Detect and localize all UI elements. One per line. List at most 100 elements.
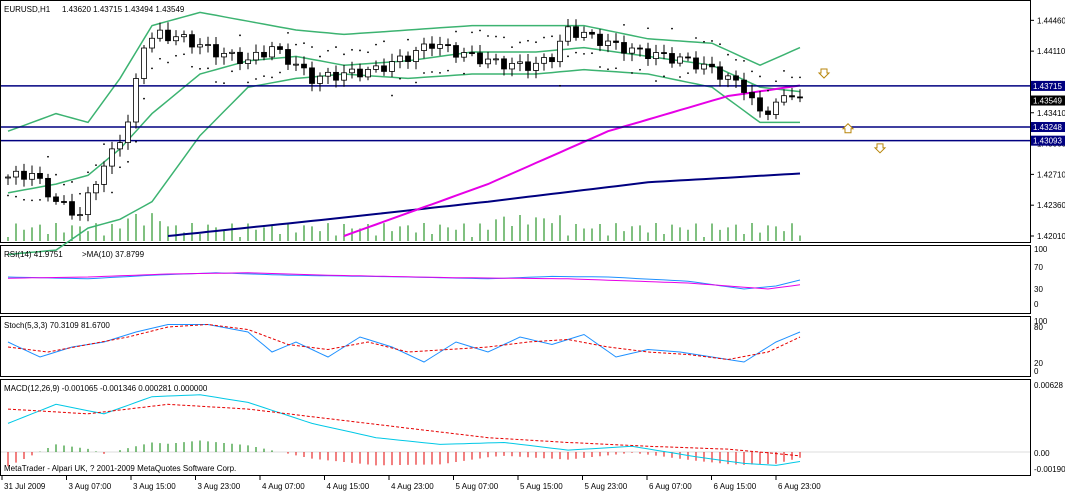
candle-body <box>141 47 147 79</box>
candle-body <box>157 29 163 39</box>
candle-body <box>477 52 483 65</box>
psar-dot <box>31 199 33 202</box>
psar-dot <box>111 191 113 194</box>
psar-dot <box>631 72 633 74</box>
candle-body <box>381 65 387 72</box>
psar-dot <box>599 66 601 68</box>
time-label: 6 Aug 15:00 <box>714 482 757 491</box>
candle-body <box>549 57 555 63</box>
psar-dot <box>343 53 345 56</box>
price-tag-label: 1.43715 <box>1033 82 1062 91</box>
time-label: 6 Aug 07:00 <box>649 482 692 491</box>
candle-body <box>37 173 43 179</box>
psar-dot <box>647 27 649 30</box>
fractal-arrow-down-icon <box>873 143 887 154</box>
macd-pane[interactable] <box>0 379 1031 476</box>
psar-dot <box>695 37 697 39</box>
psar-dot <box>751 70 753 73</box>
macd-signal-line <box>7 403 801 457</box>
psar-dot <box>23 198 25 201</box>
price-tag-label: 1.43093 <box>1033 137 1062 146</box>
parabolic-sar <box>7 23 801 202</box>
psar-dot <box>583 53 585 55</box>
candle-body <box>557 40 563 63</box>
candle-body <box>677 56 683 64</box>
psar-dot <box>623 23 625 26</box>
psar-dot <box>639 68 641 71</box>
psar-dot <box>255 78 257 80</box>
psar-dot <box>359 49 361 52</box>
candle-body <box>253 51 259 61</box>
candle-body <box>397 55 403 63</box>
psar-dot <box>151 67 153 70</box>
candle-body <box>213 44 219 58</box>
time-label: 3 Aug 07:00 <box>69 482 112 491</box>
time-label: 5 Aug 23:00 <box>585 482 628 491</box>
main-price-pane[interactable] <box>0 0 1031 243</box>
psar-dot <box>543 36 545 39</box>
stoch-scale-label: 80 <box>1034 323 1043 332</box>
psar-dot <box>775 80 777 83</box>
candle-body <box>349 68 355 74</box>
rsi-scale-label: 100 <box>1034 245 1048 254</box>
price-tag-label: 1.43248 <box>1033 123 1062 132</box>
price-tick-label: 1.44460 <box>1037 16 1065 25</box>
candle-body <box>749 92 755 99</box>
psar-dot <box>559 84 561 87</box>
macd-scale-label: 0.00628 <box>1034 381 1063 390</box>
candle-body <box>613 40 619 43</box>
candle-body <box>629 47 635 54</box>
price-tick-label: 1.42010 <box>1037 232 1065 241</box>
psar-dot <box>431 71 433 73</box>
psar-dot <box>279 71 281 74</box>
psar-dot <box>503 36 505 39</box>
fractal-arrows <box>817 68 887 154</box>
horizontal-levels[interactable] <box>1 85 1030 142</box>
candle-body <box>341 72 347 81</box>
candle-body <box>301 63 307 69</box>
psar-dot <box>7 194 9 197</box>
candle-body <box>709 63 715 68</box>
candle-body <box>733 75 739 81</box>
candle-body <box>469 52 475 54</box>
candle-body <box>621 42 627 54</box>
psar-dot <box>535 41 537 44</box>
psar-dot <box>791 76 793 79</box>
time-label: 31 Jul 2009 <box>4 482 46 491</box>
candle-body <box>517 61 523 64</box>
candle-body <box>21 170 27 180</box>
psar-dot <box>479 29 481 32</box>
candle-body <box>29 173 35 180</box>
candle-body <box>597 33 603 46</box>
candles <box>5 18 803 222</box>
bollinger-upper-line <box>7 11 801 132</box>
stochastic-pane[interactable] <box>0 316 1031 377</box>
candle-body <box>781 95 787 103</box>
slow-ma-line <box>167 172 801 237</box>
candle-body <box>541 57 547 64</box>
psar-dot <box>135 140 137 143</box>
ohlc-readout: 1.43620 1.43715 1.43494 1.43549 <box>62 5 185 14</box>
candle-body <box>45 177 51 198</box>
rsi-pane[interactable] <box>0 245 1031 314</box>
psar-dot <box>319 55 321 58</box>
psar-dot <box>671 27 673 30</box>
psar-dot <box>663 75 665 78</box>
candle-body <box>237 51 243 64</box>
psar-dot <box>191 65 193 68</box>
candle-body <box>133 78 139 123</box>
watermark: MetaTrader - Alpari UK, ? 2001-2009 Meta… <box>4 464 236 473</box>
rsi-label: RSI(14) 41.9751 <box>4 250 63 259</box>
psar-dot <box>215 81 217 83</box>
candle-body <box>77 214 83 217</box>
fractal-arrow-up-icon <box>841 123 855 134</box>
psar-dot <box>335 46 337 48</box>
candle-body <box>173 36 179 42</box>
psar-dot <box>271 76 273 79</box>
psar-dot <box>199 67 201 70</box>
candle-body <box>789 95 795 98</box>
candle-body <box>269 46 275 58</box>
indicator-lines <box>7 11 801 256</box>
psar-dot <box>223 82 225 85</box>
